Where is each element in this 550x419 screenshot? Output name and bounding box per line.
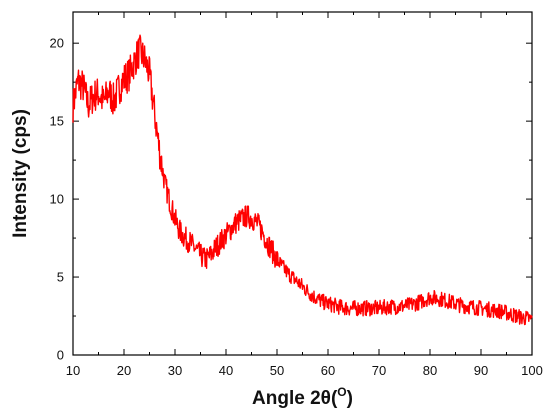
y-tick-label: 20: [50, 36, 64, 51]
x-axis-title: Angle 2θ(O): [252, 385, 353, 409]
y-tick-label: 5: [57, 270, 64, 285]
x-tick-label: 80: [423, 363, 437, 378]
x-tick-label: 30: [168, 363, 182, 378]
x-tick-label: 10: [66, 363, 80, 378]
y-tick-label: 10: [50, 192, 64, 207]
y-axis: 0 5 10 15 20: [50, 36, 532, 363]
x-tick-label: 40: [219, 363, 233, 378]
x-tick-label: 60: [321, 363, 335, 378]
x-tick-label: 100: [521, 363, 543, 378]
y-axis-title: Intensity (cps): [10, 109, 31, 238]
y-tick-label: 15: [50, 114, 64, 129]
y-tick-label: 0: [57, 348, 64, 363]
x-tick-label: 20: [117, 363, 131, 378]
x-tick-label: 70: [372, 363, 386, 378]
x-axis: 10 20 30 40 50 60 70 80 90 100: [66, 12, 543, 378]
x-tick-label: 50: [270, 363, 284, 378]
x-axis-unit: O: [337, 385, 346, 399]
x-axis-label: Angle 2θ: [252, 388, 331, 409]
series-layer: [72, 34, 533, 326]
series-line: [72, 34, 533, 326]
x-tick-label: 90: [474, 363, 488, 378]
